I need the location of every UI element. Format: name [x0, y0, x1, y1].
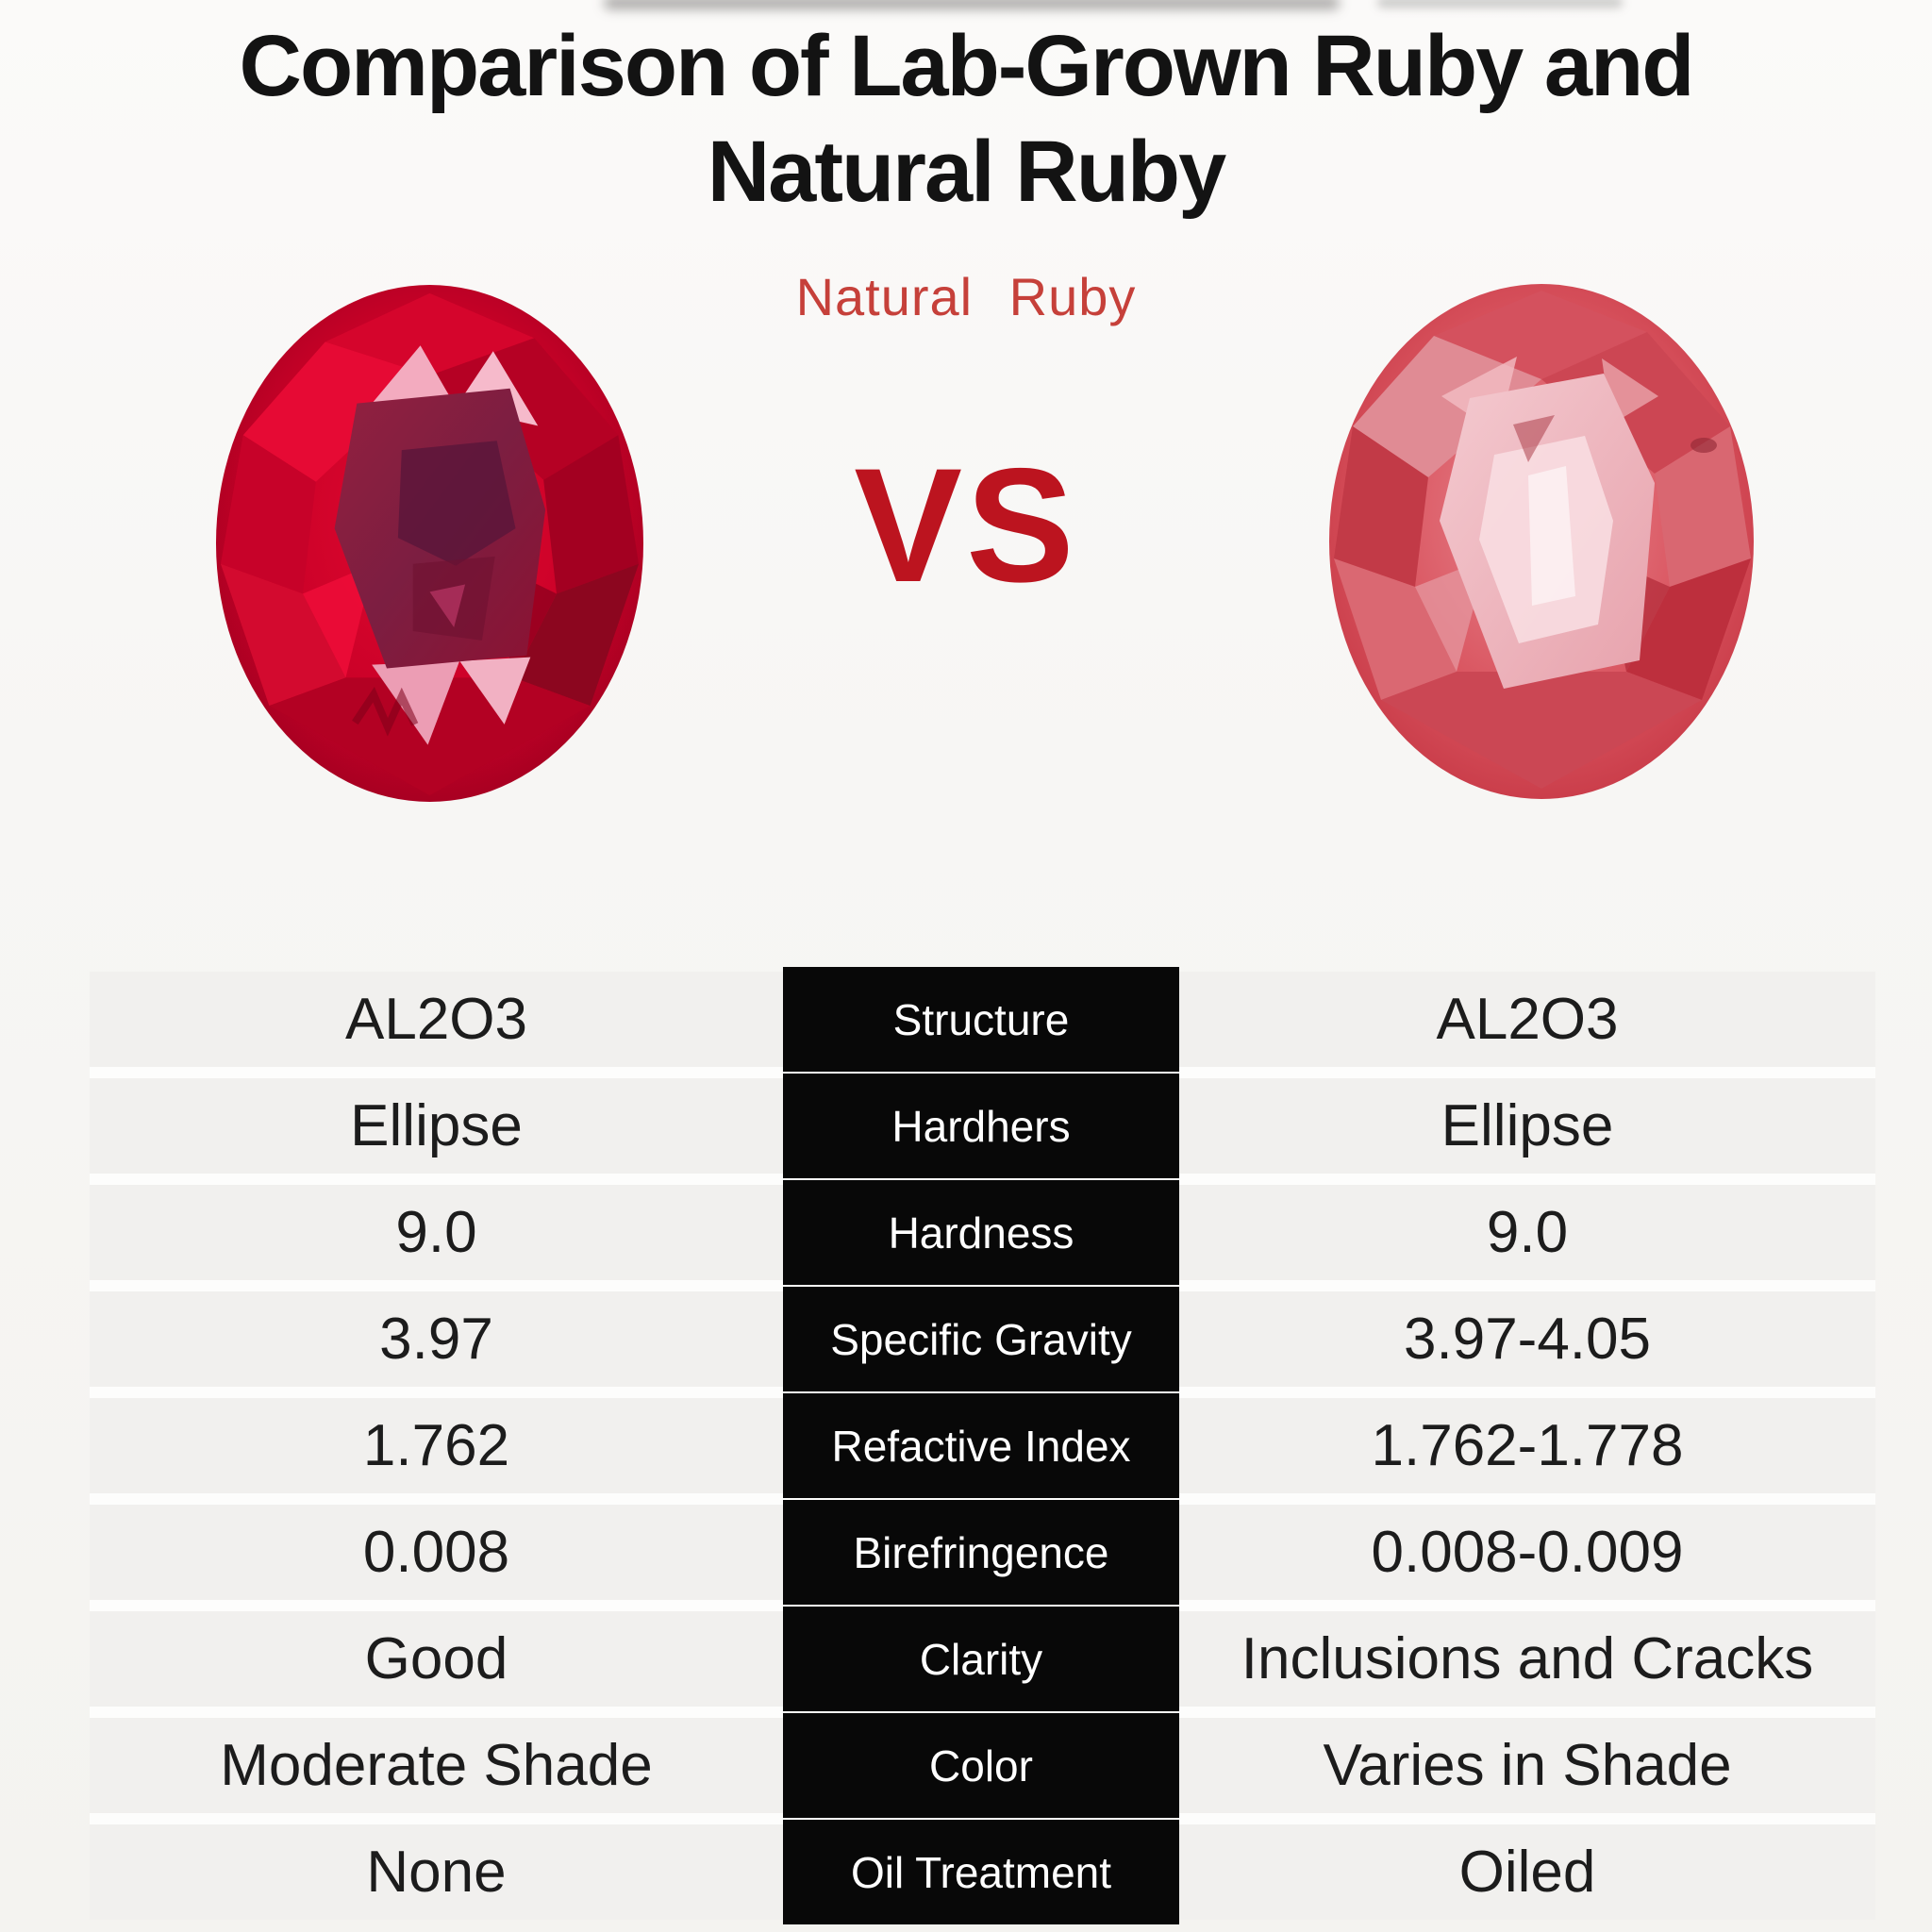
lab-ruby-value-cell: None — [90, 1824, 783, 1920]
lab-grown-ruby-image — [215, 281, 644, 806]
lab-ruby-value-cell: 0.008 — [90, 1505, 783, 1600]
lab-ruby-value-cell: Ellipse — [90, 1078, 783, 1174]
natural-ruby-value-cell: Oiled — [1179, 1824, 1875, 1920]
natural-ruby-value-cell: 1.762-1.778 — [1179, 1398, 1875, 1493]
property-label-cell: Color — [783, 1713, 1179, 1818]
natural-ruby-value-cell: AL2O3 — [1179, 972, 1875, 1067]
page-title: Comparison of Lab-Grown Ruby and Natural… — [0, 13, 1932, 225]
natural-ruby-value-cell: Inclusions and Cracks — [1179, 1611, 1875, 1707]
page-title-line1: Comparison of Lab-Grown Ruby and — [239, 18, 1695, 114]
property-label-cell: Hardness — [783, 1180, 1179, 1285]
table-row: Moderate Shade Color Varies in Shade — [90, 1713, 1875, 1818]
cropped-text-artifact — [1377, 0, 1623, 8]
lab-ruby-value-cell: Good — [90, 1611, 783, 1707]
vs-label: VS — [854, 435, 1078, 616]
table-row: 3.97 Specific Gravity 3.97-4.05 — [90, 1287, 1875, 1391]
property-label-cell: Hardhers — [783, 1074, 1179, 1178]
natural-ruby-label: Natural Ruby — [795, 267, 1137, 326]
property-label-cell: Specific Gravity — [783, 1287, 1179, 1391]
natural-ruby-value-cell: 0.008-0.009 — [1179, 1505, 1875, 1600]
lab-ruby-value-cell: 1.762 — [90, 1398, 783, 1493]
lab-ruby-value-cell: 3.97 — [90, 1291, 783, 1387]
table-row: 1.762 Refactive Index 1.762-1.778 — [90, 1393, 1875, 1498]
table-row: 9.0 Hardness 9.0 — [90, 1180, 1875, 1285]
lab-ruby-value-cell: 9.0 — [90, 1185, 783, 1280]
lab-ruby-value-cell: AL2O3 — [90, 972, 783, 1067]
table-row: Good Clarity Inclusions and Cracks — [90, 1607, 1875, 1711]
property-label-cell: Refactive Index — [783, 1393, 1179, 1498]
page-title-line2: Natural Ruby — [707, 124, 1227, 221]
property-label-cell: Birefringence — [783, 1500, 1179, 1605]
property-label-cell: Structure — [783, 967, 1179, 1072]
comparison-table: AL2O3 Structure AL2O3 Ellipse Hardhers E… — [90, 967, 1875, 1924]
cropped-text-artifact — [604, 0, 1340, 9]
natural-ruby-value-cell: 3.97-4.05 — [1179, 1291, 1875, 1387]
natural-ruby-value-cell: 9.0 — [1179, 1185, 1875, 1280]
natural-ruby-value-cell: Varies in Shade — [1179, 1718, 1875, 1813]
table-row: AL2O3 Structure AL2O3 — [90, 967, 1875, 1072]
table-row: Ellipse Hardhers Ellipse — [90, 1074, 1875, 1178]
property-label-cell: Clarity — [783, 1607, 1179, 1711]
table-row: 0.008 Birefringence 0.008-0.009 — [90, 1500, 1875, 1605]
natural-ruby-image — [1328, 283, 1755, 800]
table-row: None Oil Treatment Oiled — [90, 1820, 1875, 1924]
lab-ruby-value-cell: Moderate Shade — [90, 1718, 783, 1813]
natural-ruby-value-cell: Ellipse — [1179, 1078, 1875, 1174]
property-label-cell: Oil Treatment — [783, 1820, 1179, 1924]
